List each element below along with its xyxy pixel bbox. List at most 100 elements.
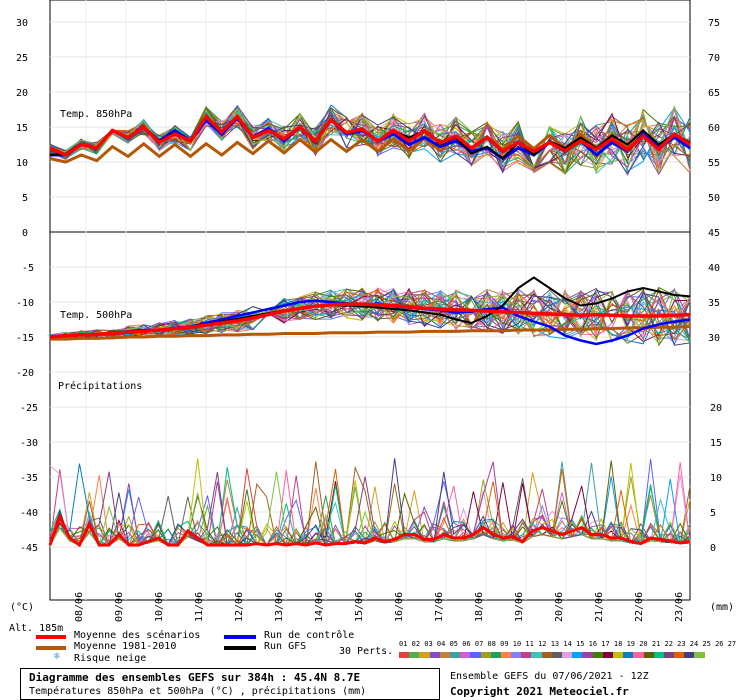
pert-cell-24 <box>633 652 644 658</box>
date-label-10: 18/06 <box>474 592 485 622</box>
title-box: Diagramme des ensembles GEFS sur 384h : … <box>20 668 440 700</box>
tick-850-right-6: 45 <box>708 228 720 239</box>
climo-850-line <box>49 132 691 164</box>
perts-numbers: 01 02 03 04 05 06 07 08 09 10 11 12 13 1… <box>399 640 740 648</box>
copyright: Copyright 2021 Meteociel.fr <box>450 685 629 698</box>
pert-cell-30 <box>694 652 705 658</box>
date-label-11: 19/06 <box>514 592 525 622</box>
member-precip-30 <box>49 471 691 547</box>
mean-precip-line <box>48 513 691 548</box>
pert-cell-21 <box>602 652 613 658</box>
tick-500-right-1: 35 <box>708 298 720 309</box>
tick-500-left-2: -15 <box>16 333 34 344</box>
legend-mean: Moyenne des scénarios <box>74 630 201 641</box>
pert-cell-29 <box>684 652 695 658</box>
pert-cell-27 <box>663 652 675 658</box>
right-unit-label: (mm) <box>710 602 734 613</box>
pert-cell-2 <box>409 652 420 658</box>
tick-850-right-2: 65 <box>708 88 720 99</box>
tick-500-left-0: -5 <box>22 263 34 274</box>
pert-cell-5 <box>439 652 450 658</box>
tick-850-right-0: 75 <box>708 18 720 29</box>
perts-color-cells <box>399 650 705 658</box>
panel-label-850: Temp. 850hPa <box>60 109 132 120</box>
tick-850-right-5: 50 <box>708 193 720 204</box>
tick-precip-left-4: -45 <box>20 543 38 554</box>
tick-precip-left-2: -35 <box>20 473 38 484</box>
panel-label-500: Temp. 500hPa <box>60 310 132 321</box>
tick-precip-left-1: -30 <box>20 438 38 449</box>
pert-cell-22 <box>612 652 624 658</box>
panel-label-precip: Précipitations <box>58 380 142 392</box>
control-swatch <box>224 635 256 639</box>
mean-swatch <box>36 635 66 639</box>
tick-500-left-1: -10 <box>16 298 34 309</box>
date-label-1: 09/06 <box>114 592 125 622</box>
tick-500-left-3: -20 <box>16 368 34 379</box>
run-info: Ensemble GEFS du 07/06/2021 - 12Z <box>450 671 649 682</box>
date-label-14: 22/06 <box>634 592 645 622</box>
pert-cell-26 <box>653 652 664 658</box>
pert-cell-1 <box>399 652 410 658</box>
left-unit-label: (°C) <box>10 602 34 613</box>
member-500-23 <box>49 288 691 345</box>
tick-850-left-3: 15 <box>16 123 28 134</box>
chart-subtitle: Températures 850hPa et 500hPa (°C) , pré… <box>29 686 367 697</box>
tick-500-right-2: 30 <box>708 333 720 344</box>
date-label-13: 21/06 <box>594 592 605 622</box>
tick-precip-right-0: 20 <box>710 403 722 414</box>
date-label-15: 23/06 <box>674 592 685 622</box>
ensemble-chart: 30252015105075706560555045-5-10-15-20403… <box>10 0 734 622</box>
axis-ticks: 30252015105075706560555045-5-10-15-20403… <box>16 18 722 554</box>
pert-cell-15 <box>541 652 552 658</box>
pert-cell-23 <box>623 652 634 658</box>
panel-500-frame <box>49 231 691 601</box>
gfs-swatch <box>224 646 256 650</box>
date-label-9: 17/06 <box>434 592 445 622</box>
tick-850-right-3: 60 <box>708 123 720 134</box>
tick-850-left-2: 20 <box>16 88 28 99</box>
altitude-label: Alt. 185m <box>9 623 64 634</box>
tick-850-right-4: 55 <box>708 158 720 169</box>
pert-cell-11 <box>500 652 512 658</box>
date-label-3: 11/06 <box>194 592 205 622</box>
member-500-20 <box>49 286 691 342</box>
pert-cell-7 <box>460 652 471 658</box>
member-500-21 <box>49 287 691 342</box>
member-precip-26 <box>49 466 691 547</box>
pert-cell-17 <box>562 652 573 658</box>
mean-850-line <box>49 113 691 157</box>
tick-precip-right-3: 5 <box>710 508 716 519</box>
tick-precip-right-2: 10 <box>710 473 722 484</box>
date-label-12: 20/06 <box>554 592 565 622</box>
pert-cell-10 <box>490 652 501 658</box>
legend-snow: Risque neige <box>74 653 147 664</box>
tick-precip-left-3: -40 <box>20 508 38 519</box>
highlighted-series <box>48 113 691 548</box>
pert-cell-13 <box>521 652 532 658</box>
date-label-8: 16/06 <box>394 592 405 622</box>
tick-850-left-0: 30 <box>16 18 28 29</box>
pert-cell-3 <box>419 652 430 658</box>
tick-850-left-4: 10 <box>16 158 28 169</box>
tick-precip-left-0: -25 <box>20 403 38 414</box>
date-label-5: 13/06 <box>274 592 285 622</box>
date-label-2: 10/06 <box>154 592 165 622</box>
tick-500-right-0: 40 <box>708 263 720 274</box>
pert-cell-6 <box>449 652 461 658</box>
mean-500-line <box>49 302 691 339</box>
tick-850-left-5: 5 <box>22 193 28 204</box>
tick-precip-right-4: 0 <box>710 543 716 554</box>
legend-perts: 30 Perts. <box>339 646 394 657</box>
pert-cell-14 <box>531 652 542 658</box>
pert-cell-20 <box>592 652 603 658</box>
tick-850-right-1: 70 <box>708 53 720 64</box>
climo-500-line <box>50 325 691 341</box>
pert-cell-4 <box>429 652 440 658</box>
legend-control: Run de contrôle <box>264 630 355 641</box>
pert-cell-18 <box>572 652 583 658</box>
legend-gfs: Run GFS <box>264 641 307 652</box>
date-label-6: 14/06 <box>314 592 325 622</box>
pert-cell-19 <box>582 652 593 658</box>
chart-title: Diagramme des ensembles GEFS sur 384h : … <box>29 671 361 684</box>
